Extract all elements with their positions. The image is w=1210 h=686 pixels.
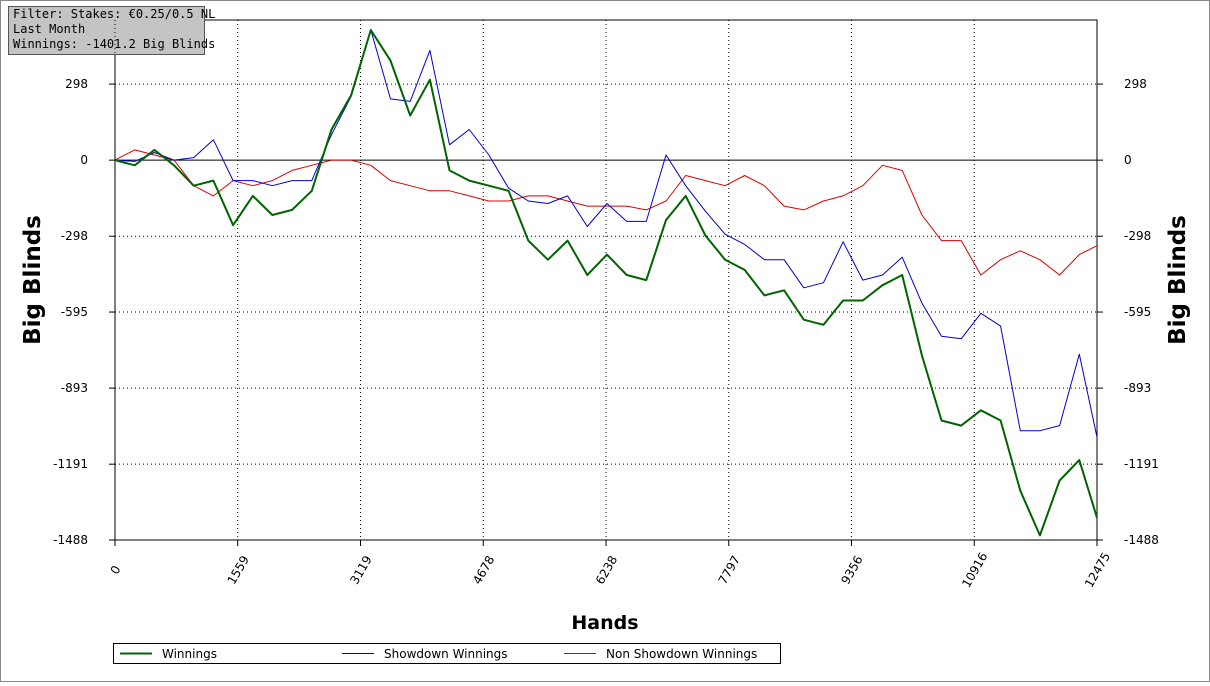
y-tick-label: -1488	[53, 533, 88, 547]
series-line	[114, 29, 1098, 438]
y2-axis-label: Big Blinds	[1165, 215, 1191, 345]
y-tick-label: -1191	[53, 457, 88, 471]
y-tick-label: -893	[61, 381, 88, 395]
y2-tick-label: 0	[1124, 153, 1132, 167]
info-box-bg	[8, 6, 205, 55]
series-line	[114, 29, 1098, 537]
y-tick-label: -595	[61, 305, 88, 319]
x-axis-label: Hands	[571, 612, 638, 634]
info-line: Winnings: -1401.2 Big Blinds	[13, 37, 215, 51]
legend	[113, 643, 781, 664]
y2-tick-label: -298	[1124, 229, 1151, 243]
legend-label: Winnings	[162, 647, 217, 661]
y-tick-label: 298	[65, 77, 88, 91]
y2-tick-label: 298	[1124, 77, 1147, 91]
info-line: Last Month	[13, 22, 85, 36]
y2-tick-label: -1191	[1124, 457, 1159, 471]
y2-tick-label: -893	[1124, 381, 1151, 395]
y2-tick-label: -595	[1124, 305, 1151, 319]
legend-label: Non Showdown Winnings	[606, 647, 757, 661]
y2-tick-label: -1488	[1124, 533, 1159, 547]
info-line: Filter: Stakes: €0.25/0.5 NL	[13, 7, 215, 21]
y-axis-label: Big Blinds	[20, 215, 46, 345]
legend-label: Showdown Winnings	[384, 647, 508, 661]
series-line	[114, 149, 1098, 276]
y-tick-label: 0	[80, 153, 88, 167]
y-tick-label: -298	[61, 229, 88, 243]
